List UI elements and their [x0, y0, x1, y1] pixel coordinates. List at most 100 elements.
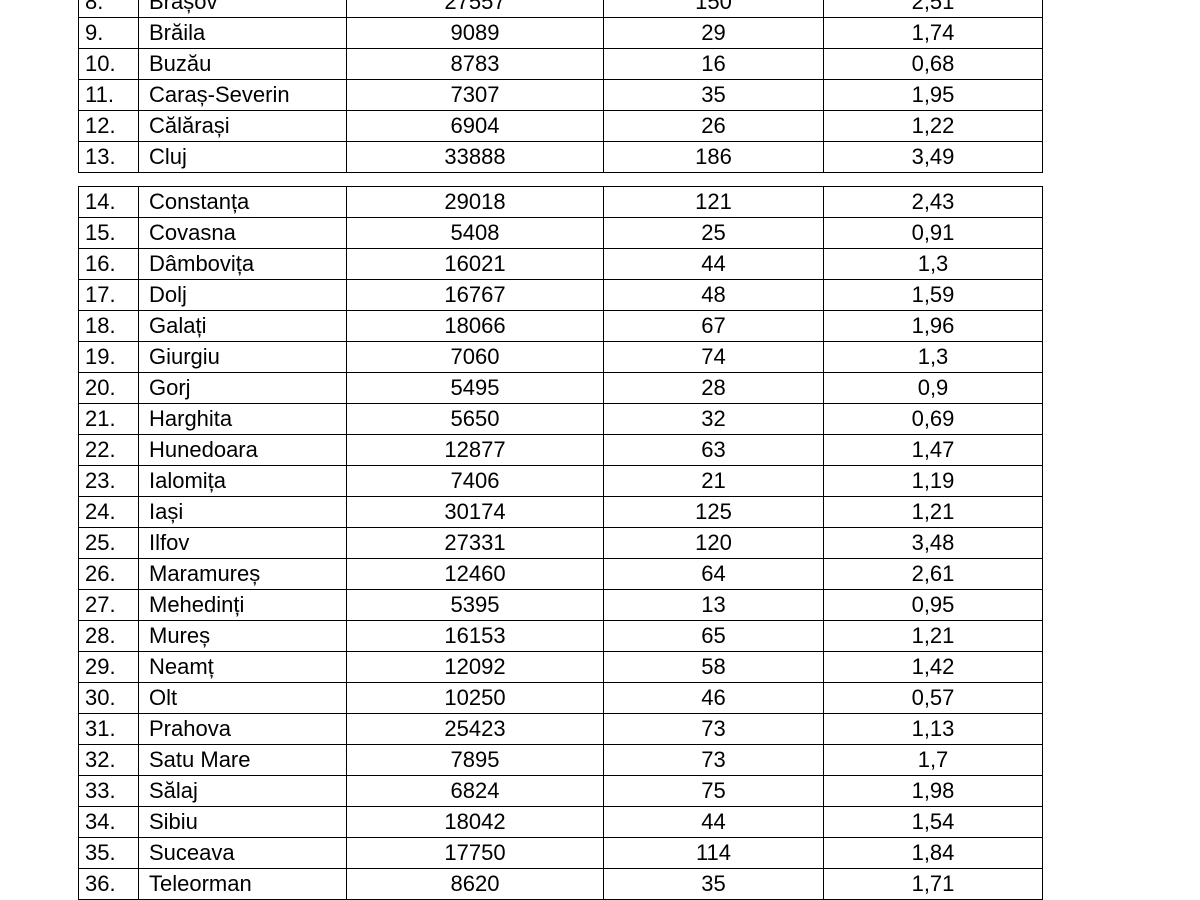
table-row: 24. Iași 30174 125 1,21: [78, 496, 1043, 528]
row-number: 35.: [78, 837, 139, 869]
value-col-2: 65: [603, 620, 824, 652]
value-col-2: 67: [603, 310, 824, 342]
row-number: 22.: [78, 434, 139, 466]
value-col-2: 74: [603, 341, 824, 373]
value-col-2: 48: [603, 279, 824, 311]
table-row: 34. Sibiu 18042 44 1,54: [78, 806, 1043, 838]
value-col-3: 3,49: [823, 141, 1043, 173]
table-row: 31. Prahova 25423 73 1,13: [78, 713, 1043, 745]
value-col-3: 1,71: [823, 868, 1043, 900]
row-number: 15.: [78, 217, 139, 249]
row-number: 27.: [78, 589, 139, 621]
table-row: 18. Galați 18066 67 1,96: [78, 310, 1043, 342]
row-number: 11.: [78, 79, 139, 111]
table-row: 14. Constanța 29018 121 2,43: [78, 186, 1043, 218]
table-row: 22. Hunedoara 12877 63 1,47: [78, 434, 1043, 466]
table-row: 23. Ialomița 7406 21 1,19: [78, 465, 1043, 497]
value-col-3: 1,98: [823, 775, 1043, 807]
value-col-3: 0,91: [823, 217, 1043, 249]
value-col-1: 27557: [346, 0, 604, 18]
county-name: Sibiu: [138, 806, 347, 838]
table-row: 19. Giurgiu 7060 74 1,3: [78, 341, 1043, 373]
value-col-2: 121: [603, 186, 824, 218]
row-number: 9.: [78, 17, 139, 49]
value-col-1: 29018: [346, 186, 604, 218]
value-col-2: 32: [603, 403, 824, 435]
value-col-3: 0,69: [823, 403, 1043, 435]
value-col-2: 28: [603, 372, 824, 404]
value-col-1: 16767: [346, 279, 604, 311]
value-col-2: 44: [603, 248, 824, 280]
table-row: 8. Brașov 27557 150 2,51: [78, 0, 1043, 18]
row-number: 32.: [78, 744, 139, 776]
value-col-3: 1,22: [823, 110, 1043, 142]
row-number: 30.: [78, 682, 139, 714]
value-col-3: 1,3: [823, 248, 1043, 280]
value-col-2: 186: [603, 141, 824, 173]
table-row: 29. Neamț 12092 58 1,42: [78, 651, 1043, 683]
value-col-2: 63: [603, 434, 824, 466]
value-col-1: 18042: [346, 806, 604, 838]
value-col-3: 1,59: [823, 279, 1043, 311]
value-col-1: 25423: [346, 713, 604, 745]
value-col-1: 12877: [346, 434, 604, 466]
row-number: 33.: [78, 775, 139, 807]
row-number: 14.: [78, 186, 139, 218]
table-row: 17. Dolj 16767 48 1,59: [78, 279, 1043, 311]
value-col-3: 1,21: [823, 620, 1043, 652]
value-col-1: 17750: [346, 837, 604, 869]
county-name: Giurgiu: [138, 341, 347, 373]
value-col-1: 5408: [346, 217, 604, 249]
value-col-1: 6824: [346, 775, 604, 807]
row-number: 31.: [78, 713, 139, 745]
county-name: Maramureș: [138, 558, 347, 590]
county-name: Olt: [138, 682, 347, 714]
value-col-2: 29: [603, 17, 824, 49]
value-col-1: 9089: [346, 17, 604, 49]
value-col-1: 33888: [346, 141, 604, 173]
row-number: 26.: [78, 558, 139, 590]
county-name: Cluj: [138, 141, 347, 173]
value-col-3: 1,13: [823, 713, 1043, 745]
table-row: 20. Gorj 5495 28 0,9: [78, 372, 1043, 404]
value-col-2: 114: [603, 837, 824, 869]
value-col-2: 21: [603, 465, 824, 497]
value-col-3: 0,95: [823, 589, 1043, 621]
row-number: 23.: [78, 465, 139, 497]
value-col-3: 1,42: [823, 651, 1043, 683]
county-name: Teleorman: [138, 868, 347, 900]
table-row: 11. Caraș-Severin 7307 35 1,95: [78, 79, 1043, 111]
value-col-1: 16153: [346, 620, 604, 652]
county-name: Covasna: [138, 217, 347, 249]
value-col-1: 7060: [346, 341, 604, 373]
row-number: 25.: [78, 527, 139, 559]
row-number: 34.: [78, 806, 139, 838]
county-table-part-1: 8. Brașov 27557 150 2,51 9. Brăila 9089 29 1,74 10…: [78, 0, 1043, 173]
value-col-1: 30174: [346, 496, 604, 528]
value-col-3: 0,9: [823, 372, 1043, 404]
county-name: Constanța: [138, 186, 347, 218]
value-col-1: 16021: [346, 248, 604, 280]
value-col-1: 12460: [346, 558, 604, 590]
row-number: 10.: [78, 48, 139, 80]
row-number: 24.: [78, 496, 139, 528]
row-number: 17.: [78, 279, 139, 311]
value-col-2: 73: [603, 713, 824, 745]
value-col-3: 1,7: [823, 744, 1043, 776]
value-col-2: 44: [603, 806, 824, 838]
value-col-2: 46: [603, 682, 824, 714]
table-row: 33. Sălaj 6824 75 1,98: [78, 775, 1043, 807]
value-col-3: 0,68: [823, 48, 1043, 80]
county-name: Caraș-Severin: [138, 79, 347, 111]
value-col-3: 1,3: [823, 341, 1043, 373]
table-row: 16. Dâmbovița 16021 44 1,3: [78, 248, 1043, 280]
county-name: Prahova: [138, 713, 347, 745]
value-col-1: 5495: [346, 372, 604, 404]
value-col-1: 7406: [346, 465, 604, 497]
county-name: Brașov: [138, 0, 347, 18]
table-row: 35. Suceava 17750 114 1,84: [78, 837, 1043, 869]
county-name: Gorj: [138, 372, 347, 404]
value-col-2: 35: [603, 868, 824, 900]
county-name: Mureș: [138, 620, 347, 652]
table-row: 36. Teleorman 8620 35 1,71: [78, 868, 1043, 900]
